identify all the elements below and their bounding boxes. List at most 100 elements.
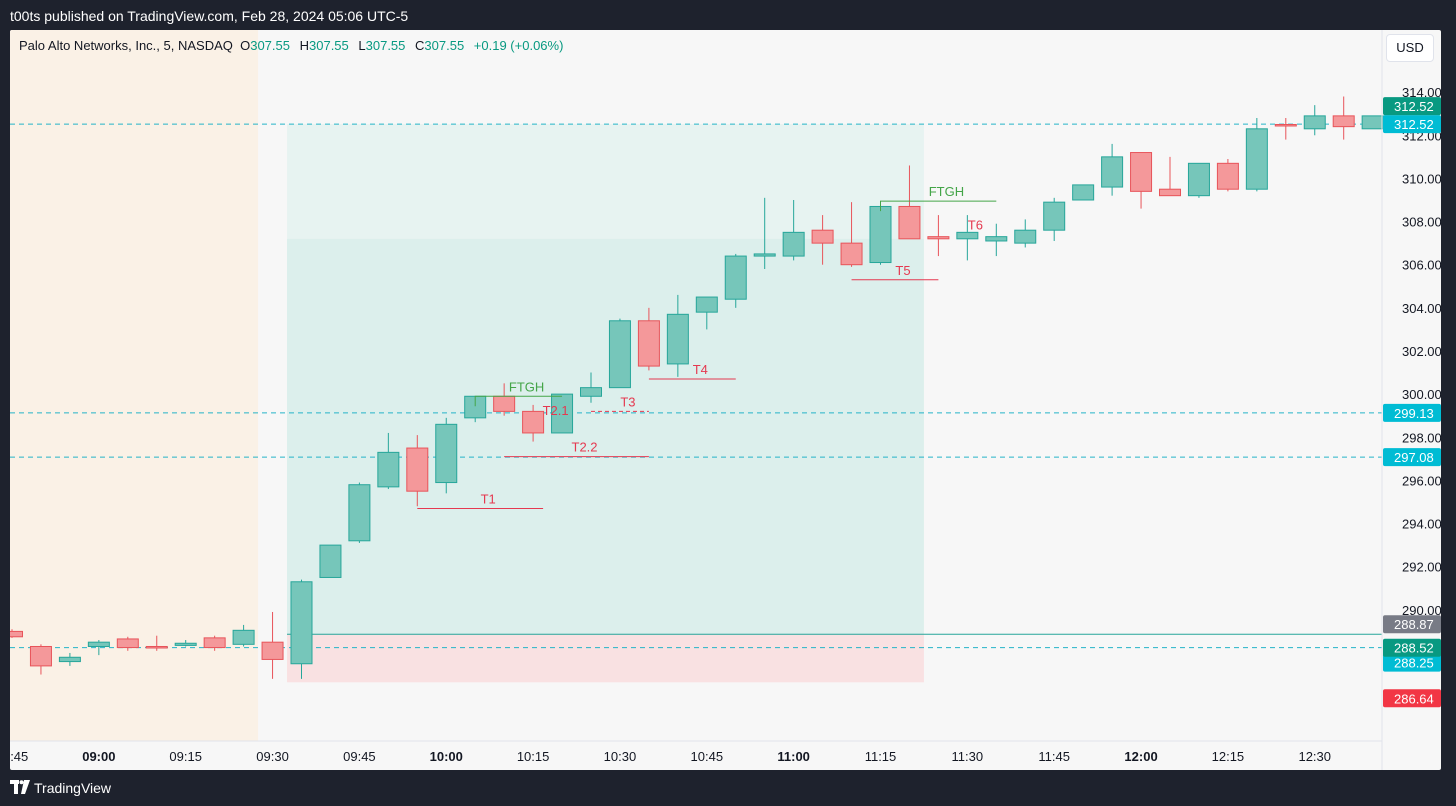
candle-body	[898, 205, 921, 240]
candle-body	[58, 656, 81, 663]
candle-body	[1159, 188, 1181, 197]
candle-body	[522, 410, 545, 434]
candle	[435, 417, 458, 494]
annotation-label: T2.1	[543, 403, 569, 418]
annotation: T2.1	[543, 403, 569, 418]
candle	[811, 215, 834, 265]
candle-body	[782, 231, 805, 257]
candle	[377, 432, 400, 490]
price-tick-label: 298.00	[1402, 430, 1441, 445]
annotation-line	[474, 395, 563, 407]
candle	[290, 579, 313, 679]
candle	[319, 544, 342, 578]
price-badge-label: 288.25	[1394, 656, 1434, 671]
candle	[840, 202, 863, 267]
candle	[58, 652, 81, 666]
open-value: 307.55	[250, 38, 290, 53]
time-tick-label: 09:45	[343, 749, 376, 764]
candle-body	[869, 205, 892, 264]
candle	[145, 635, 168, 651]
candle	[1216, 159, 1239, 192]
annotation: T2.2	[504, 440, 649, 458]
time-tick-label: 12:30	[1298, 749, 1331, 764]
candle-body	[1130, 152, 1153, 192]
candle-body	[203, 637, 226, 649]
candle	[522, 404, 545, 442]
candle	[1332, 96, 1355, 140]
candle-body	[956, 231, 979, 240]
candle-body	[116, 638, 139, 649]
annotation: FTGH	[474, 379, 563, 407]
price-badge: 297.08	[1383, 448, 1441, 467]
candle-body	[724, 255, 747, 300]
price-tick-label: 292.00	[1402, 560, 1441, 575]
candle	[1245, 118, 1268, 192]
price-badges-layer: 312.52 299.13 297.08 288.25 312.52 288.87 288.…	[1383, 97, 1441, 708]
candle	[1130, 152, 1153, 209]
tradingview-brand: TradingView	[34, 780, 112, 796]
price-badge-bg	[1383, 638, 1441, 657]
annotation: T1	[417, 491, 544, 509]
price-badge: 299.13	[1383, 403, 1441, 422]
time-tick-label: 08:45	[10, 749, 28, 764]
candle	[1043, 197, 1066, 241]
candle-body	[319, 544, 342, 578]
chart-background-layer	[10, 30, 924, 741]
annotations-layer: T1 T2.1 T2.2 T3 T4 T5 T6 FTGH FTGH	[417, 184, 997, 509]
candle	[10, 629, 23, 638]
annotation: FTGH	[880, 184, 997, 212]
candle-body	[435, 423, 458, 484]
profit-zone	[287, 238, 924, 635]
candle	[174, 640, 197, 647]
candle-body	[1043, 201, 1066, 231]
candle	[666, 294, 689, 377]
stop-zone	[287, 634, 924, 683]
time-tick-label: 11:15	[865, 749, 897, 764]
level-lines-layer	[10, 123, 1382, 649]
close-label: C	[415, 38, 425, 53]
time-tick-label: 10:30	[604, 749, 637, 764]
price-badge-bg	[1383, 689, 1441, 708]
price-tick-label: 290.00	[1402, 603, 1441, 618]
candle-body	[985, 236, 1008, 242]
candle	[406, 435, 429, 507]
currency-button[interactable]: USD	[1386, 34, 1434, 62]
candle-body	[811, 229, 834, 244]
tradingview-logo-icon[interactable]	[10, 780, 30, 794]
price-badge-label: 312.52	[1394, 99, 1434, 114]
price-tick-label: 304.00	[1402, 301, 1441, 316]
candle-body	[1072, 184, 1095, 201]
candle-body	[290, 581, 313, 665]
price-tick-label: 296.00	[1402, 473, 1441, 488]
candle-body	[87, 641, 110, 647]
candle-body	[580, 387, 602, 397]
candle-body	[10, 630, 23, 638]
candle-body	[927, 236, 950, 240]
symbol-legend: Palo Alto Networks, Inc., 5, NASDAQ O307…	[19, 38, 563, 53]
candle	[1159, 156, 1181, 197]
time-tick-label: 09:30	[256, 749, 289, 764]
candle-body	[348, 484, 371, 542]
premarket-shading	[10, 30, 259, 741]
price-badge-bg	[1383, 448, 1441, 467]
open-label: O	[240, 38, 251, 53]
candle-body	[1303, 115, 1326, 130]
candle	[637, 307, 660, 371]
price-badge-label: 299.13	[1394, 406, 1434, 421]
price-badge: 312.52	[1383, 115, 1441, 134]
candle-body	[261, 641, 284, 660]
top-bar: t00ts published on TradingView.com, Feb …	[0, 0, 1456, 30]
candle-body	[1187, 162, 1210, 197]
candle-body	[551, 393, 574, 434]
candle-body	[145, 645, 168, 649]
candle-body	[840, 242, 863, 266]
candle	[580, 372, 602, 403]
low-label: L	[358, 38, 366, 53]
annotation-label: T1	[481, 491, 496, 506]
annotation: T6	[968, 218, 983, 233]
candle	[1303, 105, 1326, 136]
time-tick-label: 11:00	[777, 749, 810, 764]
price-tick-label: 308.00	[1402, 215, 1441, 230]
